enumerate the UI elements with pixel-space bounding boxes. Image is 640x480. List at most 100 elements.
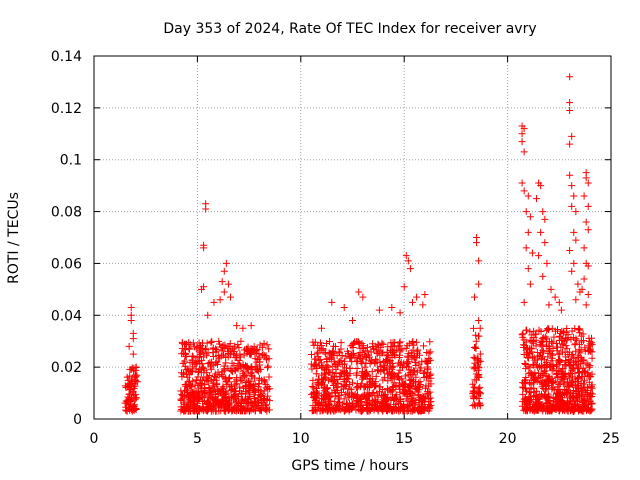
data-point: [228, 367, 236, 375]
data-point: [251, 388, 259, 396]
data-point: [584, 395, 592, 403]
data-point: [242, 388, 250, 396]
data-point: [532, 361, 540, 369]
data-point: [337, 339, 345, 347]
data-point: [538, 342, 546, 350]
data-point: [573, 374, 581, 382]
data-point: [226, 293, 234, 301]
data-point: [331, 360, 339, 368]
data-point: [540, 356, 548, 364]
data-point: [315, 402, 323, 410]
data-point: [257, 399, 265, 407]
data-point: [254, 366, 262, 374]
data-point: [337, 345, 345, 353]
data-point: [327, 369, 335, 377]
data-point: [544, 399, 552, 407]
data-point: [396, 309, 404, 317]
data-point: [518, 331, 526, 339]
data-point: [562, 334, 570, 342]
data-point: [128, 378, 136, 386]
data-point: [582, 301, 590, 309]
data-point: [424, 365, 432, 373]
data-point: [182, 340, 190, 348]
data-point: [319, 364, 327, 372]
data-point: [362, 403, 370, 411]
data-point: [408, 298, 416, 306]
data-point: [579, 380, 587, 388]
data-point: [519, 384, 527, 392]
data-point: [123, 407, 131, 415]
data-point: [475, 399, 483, 407]
data-point: [185, 344, 193, 352]
data-point: [525, 348, 533, 356]
data-point: [211, 386, 219, 394]
data-point: [537, 328, 545, 336]
data-point: [353, 357, 361, 365]
data-point: [526, 328, 534, 336]
data-point: [419, 301, 427, 309]
data-point: [546, 362, 554, 370]
data-point: [257, 387, 265, 395]
data-point: [314, 400, 322, 408]
data-point: [469, 402, 477, 410]
data-point: [572, 347, 580, 355]
grid-lines: [94, 56, 611, 419]
data-point: [475, 316, 483, 324]
data-point: [526, 336, 534, 344]
data-point: [261, 352, 269, 360]
data-point: [395, 399, 403, 407]
data-point: [396, 338, 404, 346]
data-point: [583, 383, 591, 391]
y-tick-label: 0.14: [51, 49, 82, 65]
data-point: [332, 365, 340, 373]
data-point: [188, 383, 196, 391]
data-point: [524, 265, 532, 273]
data-point: [526, 280, 534, 288]
y-tick-label: 0.04: [51, 308, 82, 324]
data-point: [326, 393, 334, 401]
data-point: [518, 130, 526, 138]
data-point: [568, 202, 576, 210]
data-point: [552, 394, 560, 402]
data-point: [522, 208, 530, 216]
data-point: [207, 365, 215, 373]
data-point: [547, 406, 555, 414]
data-point: [201, 388, 209, 396]
data-point: [230, 362, 238, 370]
data-point: [470, 353, 478, 361]
data-point: [564, 382, 572, 390]
data-point: [177, 387, 185, 395]
x-tick-label: 20: [499, 431, 517, 447]
data-point: [412, 358, 420, 366]
data-point: [527, 389, 535, 397]
data-point: [568, 373, 576, 381]
data-point: [211, 393, 219, 401]
data-point: [209, 388, 217, 396]
data-point: [358, 375, 366, 383]
data-point: [348, 350, 356, 358]
data-point: [470, 324, 478, 332]
data-point: [588, 354, 596, 362]
data-point: [249, 405, 257, 413]
data-point: [254, 367, 262, 375]
data-point: [388, 304, 396, 312]
data-point: [233, 374, 241, 382]
data-point: [475, 280, 483, 288]
data-point: [578, 384, 586, 392]
data-point: [331, 343, 339, 351]
data-point: [584, 291, 592, 299]
data-point: [415, 360, 423, 368]
data-point: [384, 351, 392, 359]
data-point: [426, 338, 434, 346]
data-point: [189, 377, 197, 385]
data-point: [373, 405, 381, 413]
data-point: [414, 349, 422, 357]
data-point: [541, 391, 549, 399]
data-point: [239, 324, 247, 332]
data-point: [259, 351, 267, 359]
data-point: [470, 365, 478, 373]
data-point: [561, 361, 569, 369]
data-point: [224, 348, 232, 356]
data-point: [402, 372, 410, 380]
x-tick-label: 15: [395, 431, 413, 447]
